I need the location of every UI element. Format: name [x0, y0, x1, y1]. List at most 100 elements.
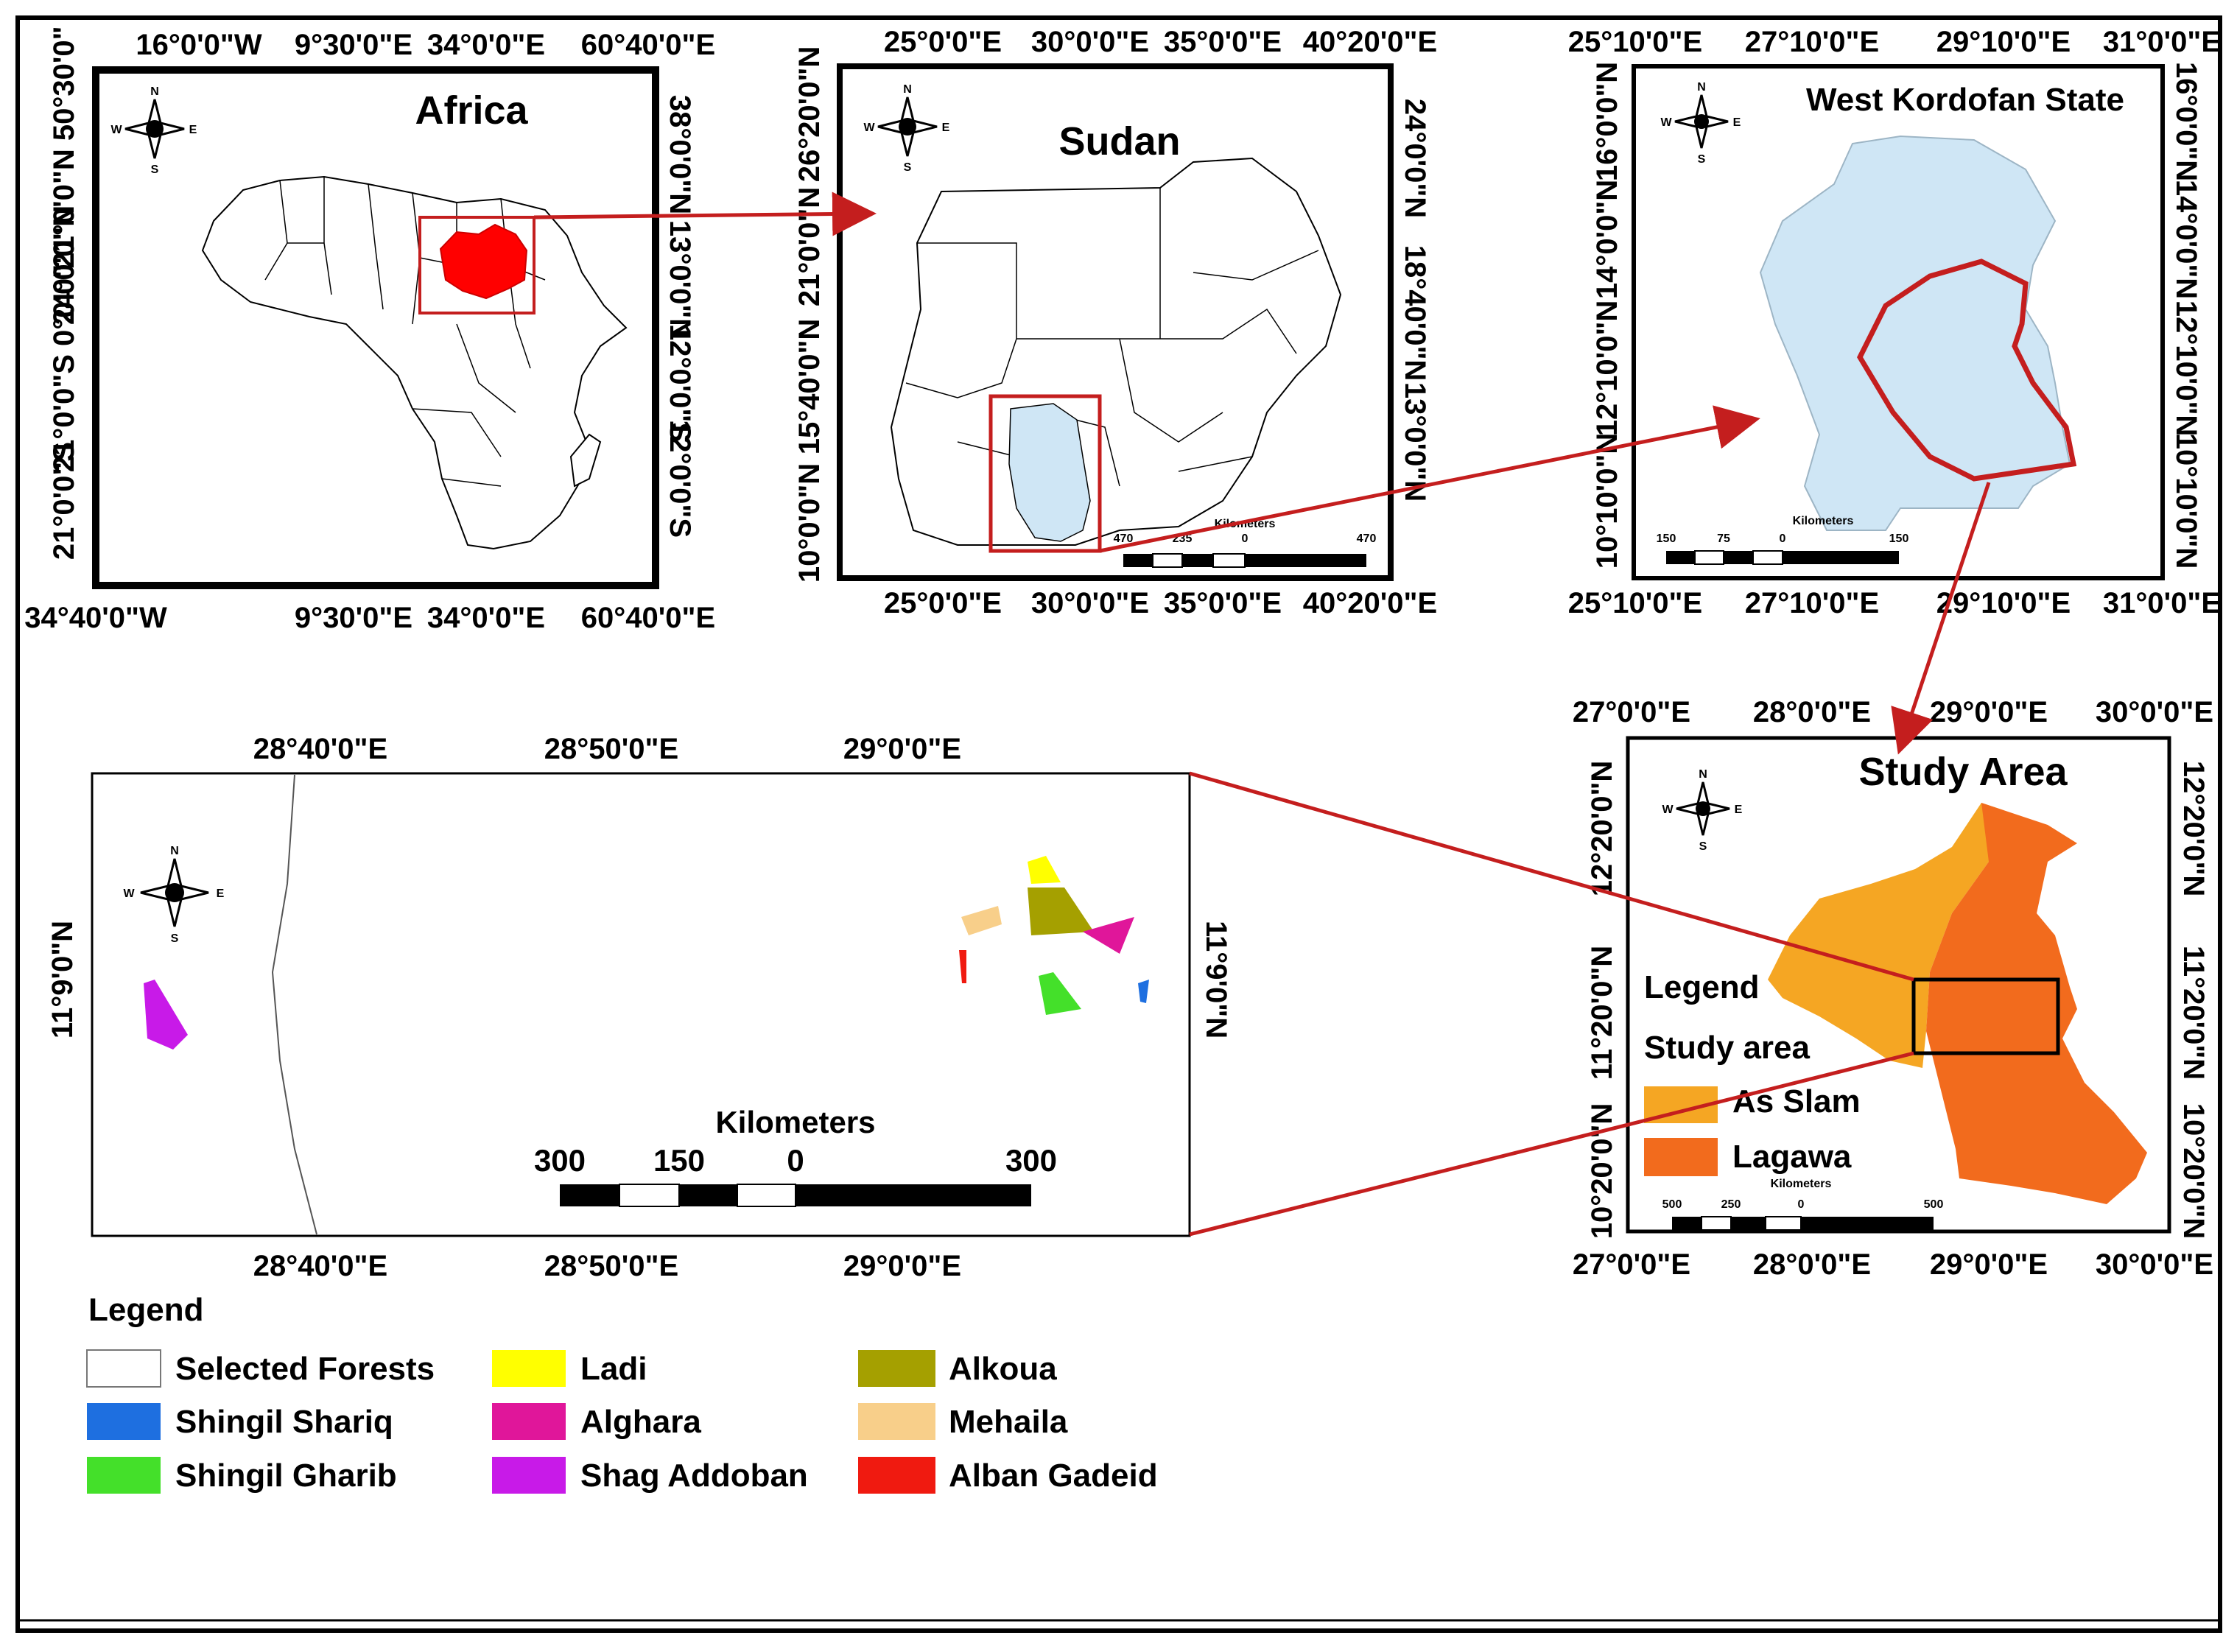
study-top-label-4: 30°0'0"E	[2096, 696, 2213, 728]
forests-compass-s: S	[171, 932, 179, 945]
africa-right-label-4: 12°0'0"S	[664, 420, 696, 538]
forests-scale-val-3: 0	[787, 1143, 804, 1178]
kordofan-panel: West Kordofan State 25°10'0"E 27°10'0"E …	[1568, 26, 2221, 619]
africa-left-label-2: 24°0'0"N	[48, 205, 80, 325]
study-legend-subtitle: Study area	[1644, 1030, 1811, 1066]
forest-mehaila	[961, 906, 1002, 935]
forests-scale-bar: Kilometers 300 150 0 300	[534, 1105, 1057, 1207]
study-compass-s: S	[1699, 840, 1707, 853]
sudan-compass: N S E W	[863, 83, 949, 174]
sudan-left-label-1: 26°20'0"N	[793, 46, 826, 183]
sudan-scale-val-4: 470	[1357, 532, 1377, 545]
africa-compass-e: E	[189, 124, 197, 136]
africa-bottom-label-1: 34°40'0"W	[24, 602, 167, 634]
africa-compass-w: W	[110, 124, 122, 136]
sudan-scale-bar: Kilometers 470 235 0 470	[1114, 518, 1377, 568]
kordofan-bottom-label-3: 29°10'0"E	[1936, 587, 2071, 619]
west-kordofan-in-sudan	[1008, 403, 1091, 542]
kordofan-bottom-label-2: 27°10'0"E	[1745, 587, 1879, 619]
legend-swatch-shingil-gharib	[87, 1457, 161, 1494]
africa-right-label-1: 38°0'0"N	[664, 95, 696, 214]
zoom-line-lower	[1189, 1051, 1914, 1237]
sudan-compass-w: W	[863, 122, 875, 134]
study-top-label-3: 29°0'0"E	[1930, 696, 2048, 728]
forests-scale-val-4: 300	[1005, 1143, 1057, 1178]
legend-label-shag-addoban: Shag Addoban	[580, 1458, 808, 1494]
kordofan-right-label-4: 10°10'0"N	[2170, 433, 2202, 569]
kordofan-scale-val-3: 0	[1780, 532, 1786, 545]
africa-top-label-4: 60°40'0"E	[581, 29, 715, 61]
sudan-right-label-2: 18°40'0"N	[1399, 245, 1431, 382]
study-left-label-2: 11°20'0"N	[1586, 946, 1618, 1080]
sudan-scale-val-3: 0	[1242, 532, 1249, 545]
sudan-right-label-1: 24°0'0"N	[1399, 99, 1431, 218]
kordofan-compass-e: E	[1733, 116, 1741, 129]
study-bottom-label-2: 28°0'0"E	[1753, 1248, 1871, 1281]
africa-right-label-3: 12°0'0"S	[664, 324, 696, 442]
forest-alkoua	[1028, 887, 1094, 935]
forests-bottom-label-3: 29°0'0"E	[843, 1250, 961, 1282]
africa-bottom-label-2: 9°30'0"E	[295, 602, 412, 634]
sudan-bottom-label-2: 30°0'0"E	[1031, 587, 1149, 619]
legend-label-alkoua: Alkoua	[949, 1351, 1057, 1387]
study-scale-val-2: 250	[1721, 1198, 1741, 1211]
forests-top-label-3: 29°0'0"E	[843, 733, 961, 765]
kordofan-left-label-3: 12°10'0"N	[1591, 300, 1623, 437]
sudan-left-label-4: 10°0'0"N	[793, 463, 826, 583]
africa-compass-n: N	[150, 85, 159, 98]
sudan-right-label-3: 13°0'0"N	[1399, 382, 1431, 502]
forest-alban-gadeid	[959, 950, 966, 983]
study-right-label-2: 11°20'0"N	[2177, 946, 2210, 1080]
legend-swatch-shag-addoban	[492, 1457, 566, 1494]
legend-swatch-alban-gadeid	[858, 1457, 935, 1494]
forests-panel: 28°40'0"E 28°50'0"E 29°0'0"E 28°40'0"E 2…	[46, 733, 1232, 1282]
forest-shingil-gharib	[1039, 972, 1081, 1015]
legend-label-as-slam: As Slam	[1732, 1083, 1861, 1120]
sudan-top-label-4: 40°20'0"E	[1303, 26, 1437, 58]
kordofan-left-label-4: 10°10'0"N	[1591, 433, 1623, 569]
kordofan-title: West Kordofan State	[1806, 82, 2124, 118]
study-scale-val-3: 0	[1798, 1198, 1805, 1211]
forest-shag-addoban	[144, 980, 188, 1050]
kordofan-top-label-4: 31°0'0"E	[2103, 26, 2221, 58]
study-bottom-label-4: 30°0'0"E	[2096, 1248, 2213, 1281]
sudan-scale-val-1: 470	[1114, 532, 1134, 545]
kordofan-scale-title: Kilometers	[1793, 515, 1854, 527]
main-legend-title: Legend	[88, 1292, 203, 1328]
kordofan-scale-bar: Kilometers 150 75 0 150	[1657, 515, 1908, 565]
sudan-compass-n: N	[903, 83, 912, 96]
africa-left-label-3: 21°0'0"S 0°0'0"	[48, 264, 80, 472]
kordofan-right-label-2: 14°0'0"N	[2170, 180, 2202, 299]
forests-compass-n: N	[170, 845, 179, 857]
kordofan-bottom-label-4: 31°0'0"E	[2103, 587, 2221, 619]
study-area-panel: Study Area Legend Study area As Slam Lag…	[1573, 696, 2213, 1281]
sudan-state-borders	[905, 188, 1319, 487]
africa-compass: N S E W	[110, 85, 197, 176]
kordofan-top-label-3: 29°10'0"E	[1936, 26, 2071, 58]
legend-label-alban-gadeid: Alban Gadeid	[949, 1458, 1158, 1494]
study-scale-bar: Kilometers 500 250 0 500	[1662, 1178, 1944, 1231]
kordofan-scale-val-1: 150	[1657, 532, 1676, 545]
sudan-bottom-label-1: 25°0'0"E	[884, 587, 1002, 619]
sudan-compass-s: S	[904, 161, 912, 174]
study-scale-val-1: 500	[1662, 1198, 1682, 1211]
legend-label-ladi: Ladi	[580, 1351, 647, 1387]
zoom-line-upper	[1189, 771, 1914, 982]
study-title: Study Area	[1858, 750, 2068, 794]
study-top-label-2: 28°0'0"E	[1753, 696, 1871, 728]
forests-scale-val-1: 300	[534, 1143, 586, 1178]
legend-swatch-selected-forests	[86, 1349, 161, 1388]
africa-left-label-4: 21°0'0"S	[48, 442, 80, 560]
study-scale-val-4: 500	[1924, 1198, 1944, 1211]
forests-bottom-label-2: 28°50'0"E	[544, 1250, 678, 1282]
west-kordofan-state	[1759, 135, 2071, 531]
connector-lines	[533, 191, 1991, 1237]
kordofan-compass: N S E W	[1660, 81, 1741, 166]
kordofan-right-label-1: 16°0'0"N	[2170, 62, 2202, 181]
kordofan-compass-w: W	[1660, 116, 1672, 129]
legend-swatch-alkoua	[858, 1350, 935, 1387]
sudan-compass-e: E	[942, 122, 950, 134]
forest-ladi	[1028, 856, 1061, 884]
sudan-scale-title: Kilometers	[1215, 518, 1276, 530]
africa-right-label-2: 13°0'0"N	[664, 220, 696, 340]
